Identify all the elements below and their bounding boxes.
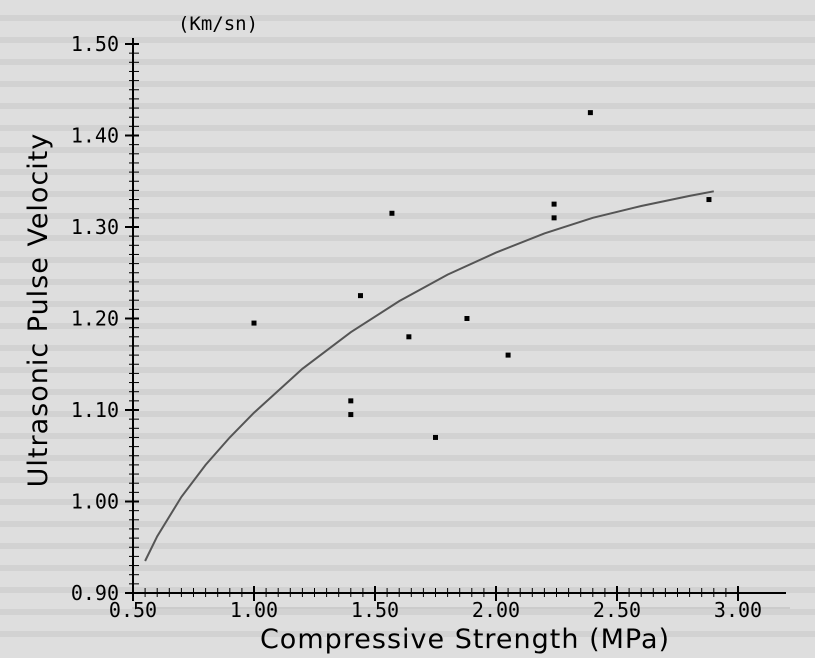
data-point xyxy=(551,215,557,221)
x-tick-label: 2.50 xyxy=(593,598,641,622)
y-tick-label: 1.10 xyxy=(71,398,119,422)
data-point xyxy=(433,434,438,440)
data-point xyxy=(357,293,363,299)
x-tick-label: 1.00 xyxy=(230,598,278,622)
data-point xyxy=(348,412,354,418)
data-point xyxy=(406,334,412,340)
y-tick-label: 1.50 xyxy=(71,32,119,56)
data-point xyxy=(389,210,395,216)
data-point xyxy=(587,110,593,116)
data-point xyxy=(251,320,257,326)
x-tick-label: 3.00 xyxy=(714,598,762,622)
x-axis-title: Compressive Strength (MPa) xyxy=(260,624,670,655)
x-tick-label: 2.00 xyxy=(472,598,520,622)
data-points xyxy=(251,110,712,440)
x-tick-label: 1.50 xyxy=(351,598,399,622)
y-axis-unit-label: (Km/sn) xyxy=(178,13,258,35)
fit-curve xyxy=(144,190,714,562)
data-point xyxy=(348,398,354,404)
tick-labels: 0.90 1.00 1.10 1.20 1.30 1.40 1.50 0.50 1.00 1.50… xyxy=(71,32,762,622)
y-tick-label: 1.30 xyxy=(71,215,119,239)
data-point xyxy=(505,352,511,358)
y-axis-title: Ultrasonic Pulse Velocity xyxy=(23,133,54,488)
data-point xyxy=(464,316,470,321)
data-point xyxy=(551,201,557,207)
fit-curve-layer xyxy=(144,190,714,562)
y-tick-label: 1.00 xyxy=(71,490,119,514)
axes xyxy=(125,38,790,609)
data-point xyxy=(706,197,712,203)
y-tick-label: 1.20 xyxy=(71,307,119,331)
x-tick-label: 0.50 xyxy=(109,598,157,622)
y-tick-label: 0.90 xyxy=(71,581,119,605)
y-tick-label: 1.40 xyxy=(71,124,119,148)
